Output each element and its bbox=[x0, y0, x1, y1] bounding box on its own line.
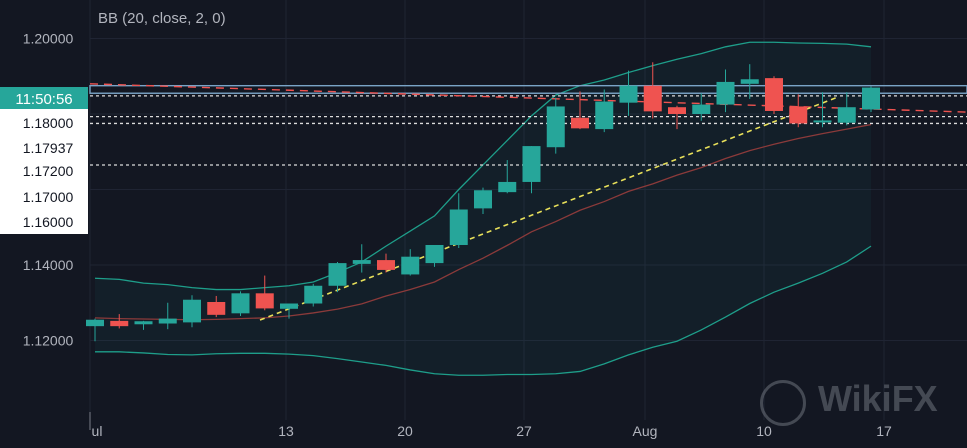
x-axis-tick-label: 20 bbox=[397, 423, 413, 439]
candle-body bbox=[449, 209, 468, 245]
candle-body bbox=[692, 104, 711, 114]
candle-body bbox=[716, 81, 735, 105]
watermark: WikiFX bbox=[818, 378, 938, 419]
candle-body bbox=[183, 299, 201, 323]
candle-body bbox=[255, 293, 274, 309]
candle-body bbox=[789, 106, 808, 124]
candle-body bbox=[522, 146, 541, 182]
candle-body bbox=[158, 318, 177, 324]
candle-body bbox=[377, 260, 395, 270]
candle-body bbox=[643, 85, 662, 112]
y-axis-tick-label: 1.20000 bbox=[23, 31, 74, 47]
candle-body bbox=[474, 190, 492, 209]
y-axis-tick-label: 1.17000 bbox=[23, 189, 74, 205]
bb-lower-line bbox=[95, 245, 872, 376]
candle-body bbox=[207, 301, 226, 315]
candle-body bbox=[231, 293, 250, 314]
candle-body bbox=[668, 107, 686, 114]
x-axis-tick-label: 13 bbox=[278, 423, 294, 439]
y-axis-tick-label: 1.18000 bbox=[23, 115, 74, 131]
time-badge-label: 11:50:56 bbox=[15, 91, 72, 108]
candle-body bbox=[280, 303, 298, 309]
candle-body bbox=[304, 285, 323, 304]
candle-body bbox=[862, 87, 880, 110]
trend-line bbox=[259, 96, 839, 321]
y-axis-tick-label: 1.16000 bbox=[23, 214, 74, 230]
y-axis-label-box bbox=[0, 108, 88, 234]
candle-body bbox=[595, 101, 614, 130]
candle-body bbox=[571, 117, 589, 129]
y-axis-tick-label: 1.17200 bbox=[23, 163, 74, 179]
x-axis-tick-label: 17 bbox=[876, 423, 892, 439]
projection-line bbox=[89, 83, 967, 113]
indicator-label: BB (20, close, 2, 0) bbox=[98, 10, 226, 27]
candle-body bbox=[425, 244, 444, 264]
wikifx-logo-icon bbox=[760, 380, 806, 426]
candle-body bbox=[765, 78, 783, 111]
y-axis-tick-label: 1.17937 bbox=[23, 140, 74, 156]
candle-body bbox=[546, 106, 565, 148]
y-axis-tick-label: 1.14000 bbox=[23, 257, 74, 273]
candle-body bbox=[813, 120, 832, 123]
candle-body bbox=[401, 256, 420, 275]
candle-body bbox=[110, 320, 129, 327]
x-axis-tick-label: 10 bbox=[756, 423, 772, 439]
candle-body bbox=[134, 321, 153, 325]
x-axis-tick-label: ul bbox=[92, 423, 103, 439]
candle-body bbox=[619, 85, 638, 103]
y-axis-tick-label: 1.12000 bbox=[23, 333, 74, 349]
current-price-band bbox=[89, 84, 967, 94]
candle-body bbox=[740, 79, 759, 84]
candle-body bbox=[352, 260, 371, 264]
x-axis-tick-label: 27 bbox=[516, 423, 532, 439]
candle-body bbox=[86, 319, 104, 327]
candle-body bbox=[498, 181, 517, 193]
candle-body bbox=[837, 107, 856, 123]
candle-body bbox=[328, 263, 347, 286]
time-badge bbox=[0, 87, 88, 109]
x-axis-tick-label: Aug bbox=[633, 423, 658, 439]
bb-basis-line bbox=[94, 123, 872, 321]
